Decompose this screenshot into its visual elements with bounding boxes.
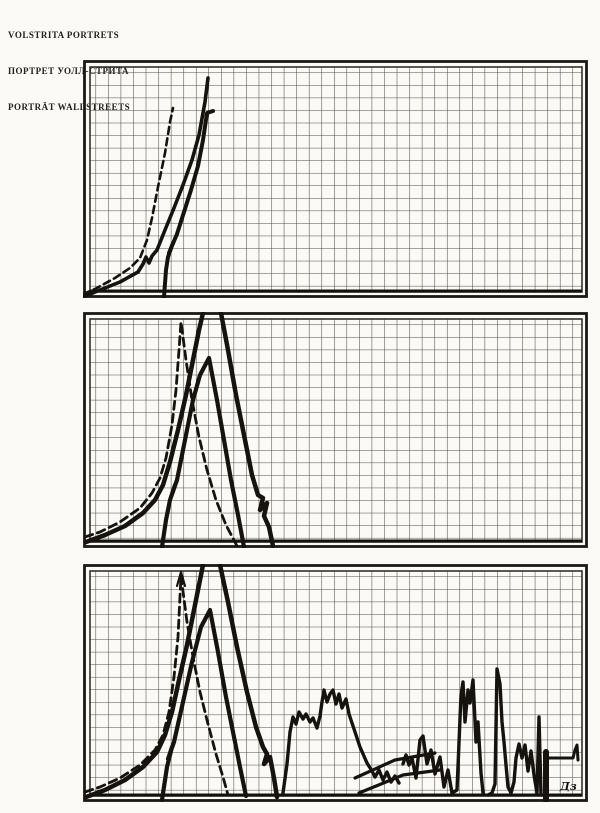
chart-panel-bottom-svg: Дз: [83, 564, 588, 802]
graph-paper-grid: [90, 571, 582, 796]
series-tall-solid-fall: [218, 312, 276, 548]
chart-panel-middle: [83, 312, 588, 548]
series-tall-solid-rise: [83, 564, 206, 800]
chart-panel-bottom: Дз: [83, 564, 588, 802]
chart-panel-middle-svg: [83, 312, 588, 548]
panel-outer-frame: [83, 60, 588, 298]
series-tall-solid-fall: [217, 564, 280, 800]
chart-panel-top-svg: [83, 60, 588, 298]
series-thumb-lower: [357, 768, 442, 795]
series-skyline-knuckles: [281, 688, 401, 795]
artist-monogram: Дз: [559, 780, 577, 793]
chart-panel-top: [83, 60, 588, 298]
title-line-latvian: VOLSTRITA PORTRETS: [8, 30, 120, 40]
series-mid-peak: [159, 355, 247, 548]
series-solid-right-curve: [162, 109, 215, 298]
series-dashed-arrowhead: [175, 570, 187, 588]
series-solid-left-curve: [83, 76, 210, 298]
series-dashed-curve: [83, 106, 175, 296]
panel-outer-frame: [83, 312, 588, 548]
series-thumb-upper: [353, 751, 437, 780]
panel-outer-frame: [83, 564, 588, 802]
series-skyline-spikes: [401, 678, 485, 795]
series-tall-solid-rise: [83, 312, 206, 545]
series-skyline-flag: [547, 743, 580, 762]
series-skyline-tall-spike: [486, 667, 543, 797]
graph-paper-grid: [90, 319, 582, 542]
series-mid-peak: [159, 607, 249, 802]
graph-paper-grid: [90, 67, 582, 292]
series-dashed-peak: [83, 574, 230, 797]
series-dashed-peak: [83, 320, 239, 548]
